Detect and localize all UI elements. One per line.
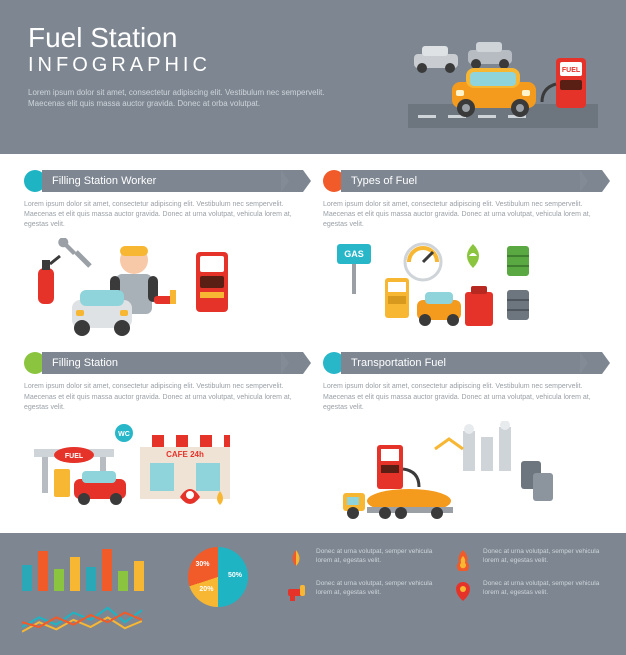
section-desc: Lorem ipsum dolor sit amet, consectetur … — [24, 200, 303, 230]
section-transport: Transportation Fuel Lorem ipsum dolor si… — [313, 346, 612, 528]
pie-chart: 50% 20% 30% — [188, 547, 248, 607]
footer-icon-item: Donec at urna volutpat, semper vehicula … — [284, 579, 437, 603]
worker-illustration — [24, 238, 303, 338]
footer: 50% 20% 30% Donec at urna volutpat, semper… — [0, 533, 626, 655]
svg-text:GAS: GAS — [344, 249, 364, 259]
section-title: Transportation Fuel — [351, 357, 446, 369]
station-illustration: CAFE 24h WC FUEL — [24, 421, 303, 521]
section-header: Filling Station Worker — [24, 170, 303, 192]
bar — [102, 549, 112, 591]
footer-icon-text: Donec at urna volutpat, semper vehicula … — [316, 579, 437, 597]
bar — [86, 567, 96, 591]
infographic-page: Fuel Station INFOGRAPHIC Lorem ipsum dol… — [0, 0, 626, 655]
ribbon: Filling Station Worker — [42, 170, 303, 192]
footer-icons: Donec at urna volutpat, semper vehicula … — [284, 547, 604, 603]
header-illustration: FUEL — [408, 24, 598, 134]
bar — [38, 551, 48, 591]
svg-text:FUEL: FUEL — [562, 67, 581, 74]
header-description: Lorem ipsum dolor sit amet, consectetur … — [28, 87, 328, 109]
section-desc: Lorem ipsum dolor sit amet, consectetur … — [323, 382, 602, 412]
transport-illustration — [323, 421, 602, 521]
section-filling-station: Filling Station Lorem ipsum dolor sit am… — [14, 346, 313, 528]
footer-icon-text: Donec at urna volutpat, semper vehicula … — [483, 579, 604, 597]
bar — [70, 557, 80, 591]
svg-text:CAFE 24h: CAFE 24h — [166, 450, 204, 459]
nozzle-icon — [284, 579, 308, 603]
section-header: Filling Station — [24, 352, 303, 374]
drop-icon — [284, 547, 308, 571]
svg-text:FUEL: FUEL — [65, 453, 84, 460]
flame-icon — [451, 547, 475, 571]
types-illustration: GAS — [323, 238, 602, 338]
ribbon: Filling Station — [42, 352, 303, 374]
pie-chart-wrap: 50% 20% 30% — [168, 547, 268, 607]
sections-grid: Filling Station Worker Lorem ipsum dolor… — [0, 154, 626, 533]
header-text: Fuel Station INFOGRAPHIC Lorem ipsum dol… — [28, 24, 392, 134]
charts-column — [22, 547, 152, 639]
bar — [118, 571, 128, 591]
svg-text:WC: WC — [118, 431, 130, 438]
footer-icon-text: Donec at urna volutpat, semper vehicula … — [483, 547, 604, 565]
page-title: Fuel Station — [28, 24, 392, 52]
pie-slice-label: 50% — [228, 572, 242, 579]
footer-icon-text: Donec at urna volutpat, semper vehicula … — [316, 547, 437, 565]
section-header: Transportation Fuel — [323, 352, 602, 374]
section-types: Types of Fuel Lorem ipsum dolor sit amet… — [313, 164, 612, 346]
section-desc: Lorem ipsum dolor sit amet, consectetur … — [24, 382, 303, 412]
section-desc: Lorem ipsum dolor sit amet, consectetur … — [323, 200, 602, 230]
pie-slice-label: 30% — [195, 561, 209, 568]
line-chart — [22, 603, 142, 639]
footer-icon-item: Donec at urna volutpat, semper vehicula … — [451, 547, 604, 571]
page-subtitle: INFOGRAPHIC — [28, 54, 392, 77]
section-header: Types of Fuel — [323, 170, 602, 192]
bar — [54, 569, 64, 591]
bar — [134, 561, 144, 591]
pin-icon — [451, 579, 475, 603]
footer-icon-item: Donec at urna volutpat, semper vehicula … — [451, 579, 604, 603]
ribbon: Types of Fuel — [341, 170, 602, 192]
bar-chart — [22, 547, 152, 591]
section-title: Filling Station Worker — [52, 175, 156, 187]
bar — [22, 565, 32, 591]
header: Fuel Station INFOGRAPHIC Lorem ipsum dol… — [0, 0, 626, 154]
section-worker: Filling Station Worker Lorem ipsum dolor… — [14, 164, 313, 346]
footer-icon-item: Donec at urna volutpat, semper vehicula … — [284, 547, 437, 571]
section-title: Filling Station — [52, 357, 118, 369]
pie-slice-label: 20% — [199, 586, 213, 593]
ribbon: Transportation Fuel — [341, 352, 602, 374]
section-title: Types of Fuel — [351, 175, 417, 187]
